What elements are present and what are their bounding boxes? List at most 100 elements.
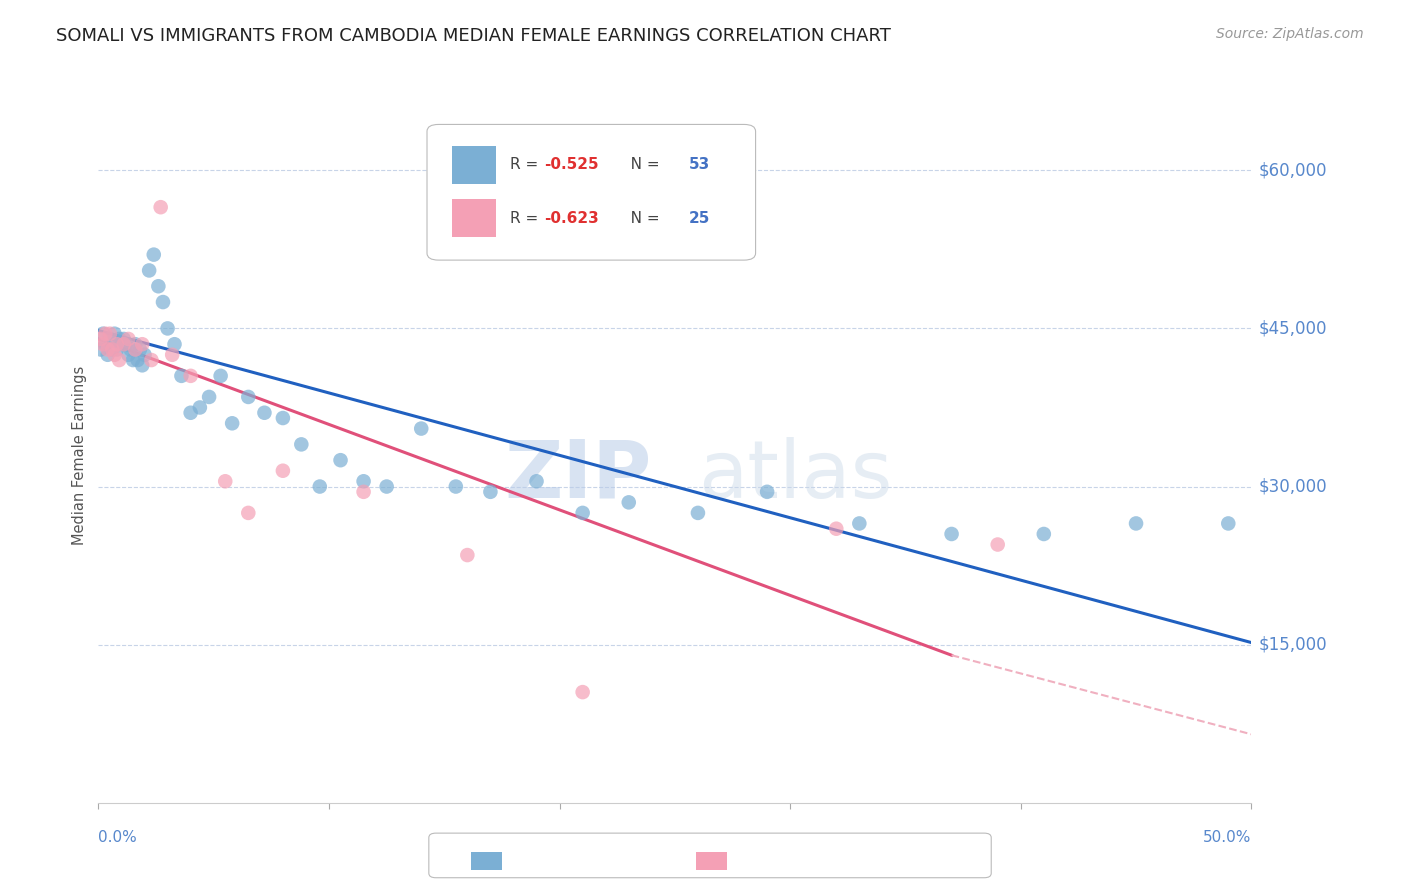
Point — [160, 348, 183, 362]
Point — [105, 337, 128, 351]
Text: 25: 25 — [689, 211, 710, 226]
Text: atlas: atlas — [697, 437, 893, 515]
Point — [180, 368, 202, 383]
Point — [117, 332, 139, 346]
Point — [848, 516, 870, 531]
Point — [103, 348, 125, 362]
Point — [271, 464, 294, 478]
Point — [97, 348, 120, 362]
Point — [131, 359, 153, 373]
Point — [94, 337, 117, 351]
Point — [127, 353, 149, 368]
Point — [353, 484, 375, 499]
Point — [221, 417, 243, 431]
Point — [571, 506, 593, 520]
Text: 50.0%: 50.0% — [1204, 830, 1251, 845]
Point — [479, 484, 502, 499]
Point — [90, 343, 112, 357]
Point — [1125, 516, 1147, 531]
Point — [941, 527, 963, 541]
Point — [98, 326, 121, 341]
Point — [329, 453, 352, 467]
Point — [131, 337, 153, 351]
Point — [375, 479, 398, 493]
Point — [253, 406, 276, 420]
Point — [148, 279, 170, 293]
Point — [308, 479, 330, 493]
Point — [91, 326, 114, 341]
Point — [122, 353, 145, 368]
Point — [108, 353, 131, 368]
Point — [526, 475, 548, 489]
Point — [91, 337, 114, 351]
Point — [138, 263, 160, 277]
Point — [686, 506, 709, 520]
Point — [152, 295, 174, 310]
Point — [170, 368, 193, 383]
Point — [105, 343, 128, 357]
Point — [411, 421, 433, 435]
Point — [756, 484, 779, 499]
Point — [180, 406, 202, 420]
Point — [825, 522, 848, 536]
Text: N =: N = — [616, 211, 665, 226]
Point — [444, 479, 467, 493]
FancyBboxPatch shape — [427, 124, 755, 260]
Point — [120, 343, 142, 357]
Point — [142, 247, 165, 261]
Point — [209, 368, 232, 383]
Point — [129, 343, 152, 357]
Point — [156, 321, 179, 335]
Text: Somalis: Somalis — [513, 854, 574, 868]
Bar — [453, 199, 496, 237]
Point — [110, 337, 132, 351]
Point — [617, 495, 640, 509]
Text: R =: R = — [510, 211, 543, 226]
Point — [101, 343, 124, 357]
Text: SOMALI VS IMMIGRANTS FROM CAMBODIA MEDIAN FEMALE EARNINGS CORRELATION CHART: SOMALI VS IMMIGRANTS FROM CAMBODIA MEDIA… — [56, 27, 891, 45]
Y-axis label: Median Female Earnings: Median Female Earnings — [72, 366, 87, 544]
Text: -0.623: -0.623 — [544, 211, 599, 226]
Point — [115, 337, 138, 351]
Point — [456, 548, 478, 562]
Text: ZIP: ZIP — [505, 437, 652, 515]
Point — [290, 437, 312, 451]
Text: Source: ZipAtlas.com: Source: ZipAtlas.com — [1216, 27, 1364, 41]
Text: N =: N = — [616, 157, 665, 172]
Point — [124, 337, 146, 351]
Point — [571, 685, 593, 699]
Point — [1218, 516, 1240, 531]
Point — [103, 326, 125, 341]
Text: Immigrants from Cambodia: Immigrants from Cambodia — [738, 854, 949, 868]
Point — [97, 343, 120, 357]
Point — [124, 343, 146, 357]
Bar — [453, 145, 496, 184]
Text: 53: 53 — [689, 157, 710, 172]
Point — [271, 411, 294, 425]
Point — [188, 401, 211, 415]
Point — [141, 353, 163, 368]
Point — [214, 475, 236, 489]
Point — [987, 537, 1010, 551]
Point — [1032, 527, 1054, 541]
Point — [101, 343, 124, 357]
Point — [94, 326, 117, 341]
Point — [117, 348, 139, 362]
Point — [198, 390, 221, 404]
Point — [353, 475, 375, 489]
Text: $45,000: $45,000 — [1258, 319, 1327, 337]
Text: $60,000: $60,000 — [1258, 161, 1327, 179]
Point — [98, 332, 121, 346]
Point — [112, 332, 135, 346]
Point — [163, 337, 186, 351]
Text: $15,000: $15,000 — [1258, 636, 1327, 654]
Point — [149, 200, 172, 214]
Text: $30,000: $30,000 — [1258, 477, 1327, 496]
Text: 0.0%: 0.0% — [98, 830, 138, 845]
Point — [108, 332, 131, 346]
Point — [112, 337, 135, 351]
Text: -0.525: -0.525 — [544, 157, 599, 172]
Point — [238, 506, 260, 520]
Point — [238, 390, 260, 404]
Text: R =: R = — [510, 157, 543, 172]
